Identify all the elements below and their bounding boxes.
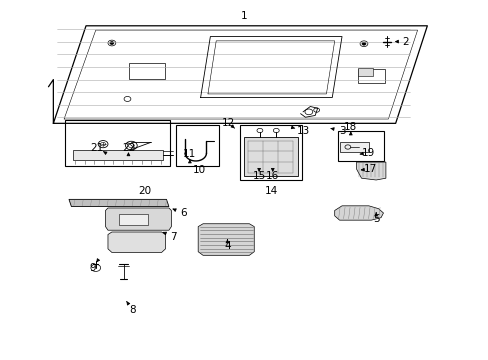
Text: 18: 18 xyxy=(344,122,357,132)
Text: 22: 22 xyxy=(122,143,135,153)
Text: 19: 19 xyxy=(362,148,375,158)
Text: 9: 9 xyxy=(89,263,96,273)
Text: 17: 17 xyxy=(363,164,376,174)
Bar xyxy=(337,131,383,161)
Polygon shape xyxy=(356,162,385,180)
Text: 7: 7 xyxy=(170,232,177,242)
Text: 16: 16 xyxy=(265,171,279,181)
Bar xyxy=(357,69,384,83)
Text: 3: 3 xyxy=(338,126,345,135)
Bar xyxy=(339,141,368,152)
Text: 10: 10 xyxy=(193,165,206,175)
Polygon shape xyxy=(73,149,163,160)
Bar xyxy=(243,137,298,176)
Polygon shape xyxy=(69,199,168,207)
Text: 14: 14 xyxy=(264,186,277,196)
Polygon shape xyxy=(108,232,165,252)
Bar xyxy=(176,126,219,166)
Bar xyxy=(129,63,164,79)
Text: 11: 11 xyxy=(183,149,196,159)
Text: 5: 5 xyxy=(372,215,379,224)
Polygon shape xyxy=(105,208,171,230)
Text: 21: 21 xyxy=(90,143,103,153)
Text: 15: 15 xyxy=(252,171,265,181)
Text: 4: 4 xyxy=(224,241,230,251)
Circle shape xyxy=(361,42,365,45)
Bar xyxy=(65,121,170,166)
Text: 20: 20 xyxy=(138,186,151,196)
Bar xyxy=(357,68,372,76)
Circle shape xyxy=(110,41,114,44)
Bar xyxy=(239,126,302,180)
Text: 12: 12 xyxy=(222,118,235,128)
Text: 2: 2 xyxy=(401,37,408,46)
Polygon shape xyxy=(334,206,383,220)
Polygon shape xyxy=(198,224,254,255)
Text: 13: 13 xyxy=(296,126,309,135)
Text: 6: 6 xyxy=(180,208,186,219)
Text: 1: 1 xyxy=(241,12,247,22)
Text: 8: 8 xyxy=(129,305,135,315)
Bar xyxy=(119,214,148,225)
